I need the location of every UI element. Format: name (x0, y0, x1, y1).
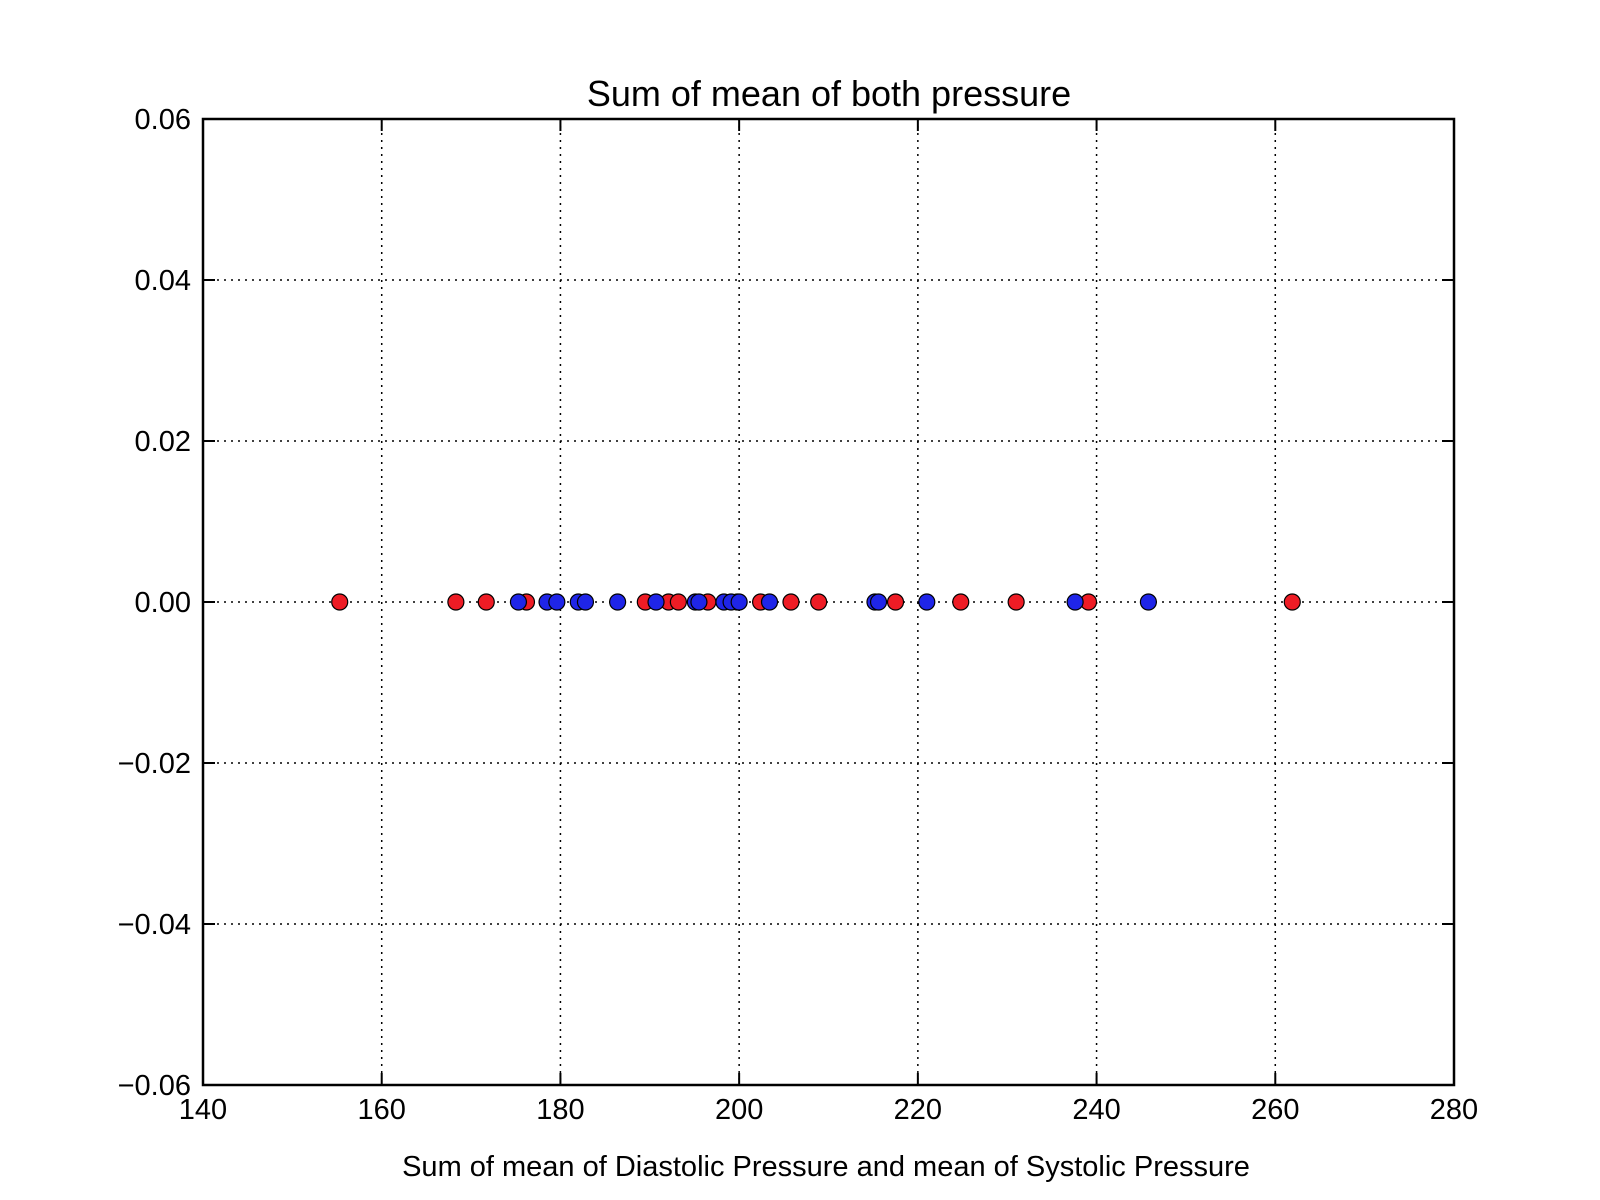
x-tick-label: 160 (358, 1094, 406, 1126)
data-point (447, 593, 465, 611)
x-tick-label: 240 (1072, 1094, 1120, 1126)
data-point (1066, 593, 1084, 611)
x-tick-label: 260 (1251, 1094, 1299, 1126)
data-point (690, 593, 708, 611)
data-point (782, 593, 800, 611)
y-tick-label: −0.04 (118, 909, 191, 941)
data-point (730, 593, 748, 611)
data-point (918, 593, 936, 611)
x-tick-label: 200 (715, 1094, 763, 1126)
y-tick-label: −0.06 (118, 1070, 191, 1102)
data-point (576, 593, 595, 611)
data-point (509, 593, 528, 611)
data-point (810, 593, 828, 611)
grid-layer (203, 119, 1454, 1085)
x-tick-label: 140 (179, 1094, 227, 1126)
y-tick-label: 0.06 (135, 104, 191, 136)
data-point (609, 593, 627, 611)
data-points (331, 593, 1301, 611)
data-point (1007, 593, 1025, 611)
chart-title: Sum of mean of both pressure (587, 73, 1071, 114)
y-tick-label: 0.04 (135, 265, 191, 297)
x-axis-label: Sum of mean of Diastolic Pressure and me… (402, 1151, 1250, 1183)
x-tick-label: 180 (536, 1094, 584, 1126)
data-point (1139, 593, 1157, 611)
y-tick-label: 0.00 (135, 587, 191, 619)
data-point (952, 593, 970, 611)
data-point (331, 593, 349, 611)
data-point (669, 593, 687, 611)
x-tick-label: 220 (894, 1094, 942, 1126)
y-tick-label: 0.02 (135, 426, 191, 458)
x-tick-label: 280 (1430, 1094, 1478, 1126)
data-point (647, 593, 665, 611)
data-point (548, 593, 566, 611)
plot-area-frame (201, 117, 1456, 1087)
tick-layer: 140 160 180 200 220 240 260 280 0.06 0.04 0.02 0.00… (118, 104, 1479, 1126)
data-point (869, 593, 888, 611)
data-point (760, 593, 779, 611)
data-point (477, 593, 495, 611)
data-point (1283, 593, 1301, 611)
data-point (886, 593, 905, 611)
y-tick-label: −0.02 (118, 748, 191, 780)
